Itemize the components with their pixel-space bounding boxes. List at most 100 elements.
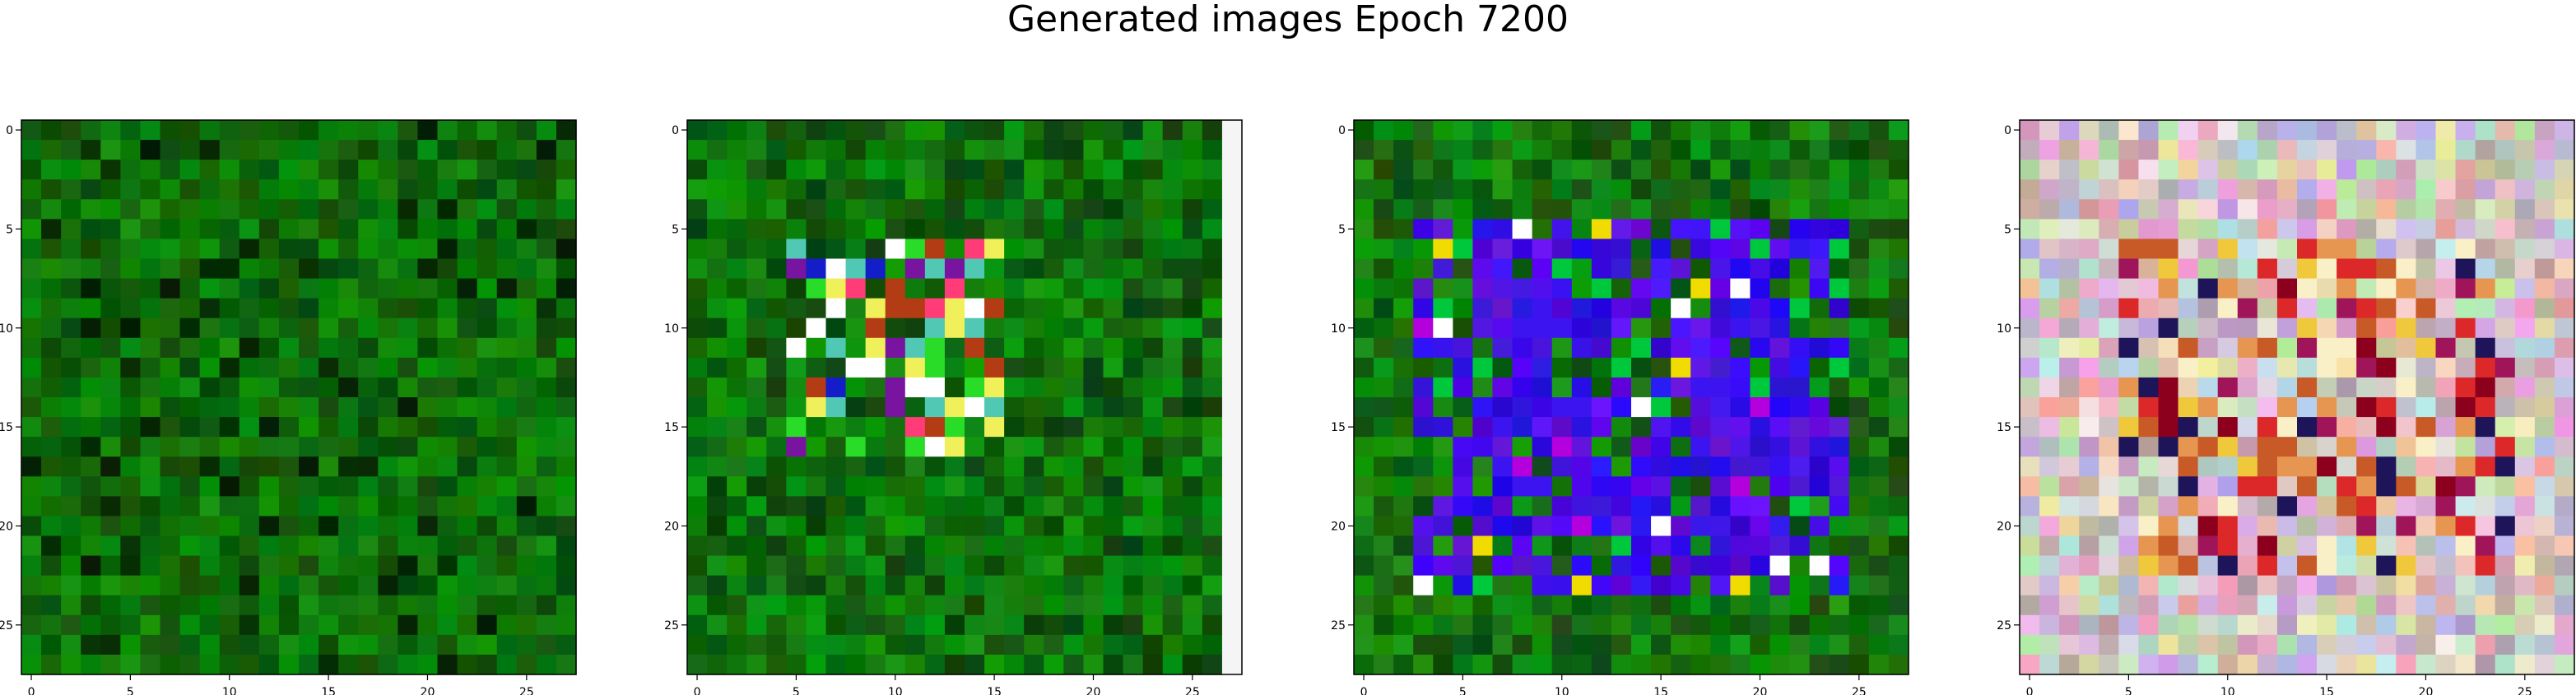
pixel-cell (61, 140, 81, 160)
pixel-cell (516, 397, 537, 418)
pixel-cell (2554, 595, 2575, 616)
pixel-cell (120, 278, 142, 299)
pixel-cell (457, 397, 478, 418)
pixel-cell (2435, 476, 2457, 497)
pixel-cell (41, 278, 62, 299)
pixel-cell (437, 199, 458, 220)
pixel-cell (2514, 219, 2536, 240)
pixel-cell (477, 239, 498, 260)
pixel-cell (865, 199, 886, 220)
pixel-cell (378, 417, 398, 438)
pixel-cell (81, 337, 101, 359)
pixel-cell (2118, 258, 2140, 280)
pixel-cell (81, 417, 101, 438)
pixel-cell (2495, 614, 2516, 636)
pixel-cell (358, 239, 379, 260)
x-tick-label: 15 (2319, 686, 2334, 695)
pixel-cell (1123, 219, 1144, 240)
pixel-cell (299, 575, 319, 596)
pixel-cell (2416, 575, 2437, 596)
pixel-cell (160, 516, 181, 537)
pixel-cell (2376, 397, 2397, 418)
pixel-cell (41, 140, 62, 160)
pixel-cell (258, 614, 280, 636)
pixel-cell (2020, 160, 2040, 180)
pixel-cell (21, 258, 42, 280)
pixel-cell (2158, 516, 2179, 537)
pixel-cell (2455, 555, 2476, 577)
pixel-cell (2455, 377, 2476, 398)
pixel-cell (120, 614, 142, 636)
pixel-cell (2534, 476, 2555, 497)
pixel-cell (239, 535, 260, 557)
pixel-cell (2257, 219, 2278, 240)
pixel-cell (1123, 179, 1144, 200)
pixel-cell (378, 654, 398, 675)
pixel-cell (2099, 199, 2119, 220)
pixel-cell (477, 654, 498, 675)
pixel-cell (2158, 417, 2179, 438)
pixel-cell (825, 239, 847, 260)
pixel-cell (2059, 337, 2080, 359)
pixel-cell (378, 258, 398, 280)
pixel-cell (398, 337, 419, 359)
pixel-cell (457, 120, 478, 141)
pixel-cell (806, 199, 827, 220)
pixel-cell (2020, 120, 2040, 141)
pixel-cell (556, 199, 577, 220)
pixel-cell (2039, 140, 2060, 160)
pixel-cell (41, 575, 62, 596)
pixel-cell (2534, 535, 2555, 557)
pixel-cell (199, 120, 221, 141)
pixel-cell (398, 120, 419, 141)
pixel-cell (2237, 337, 2258, 359)
pixel-cell (2297, 476, 2318, 497)
pixel-cell (885, 219, 906, 240)
pixel-cell (61, 437, 81, 457)
pixel-cell (199, 298, 221, 319)
pixel-cell (2337, 437, 2357, 457)
pixel-cell (2534, 575, 2555, 596)
pixel-cell (278, 634, 300, 656)
pixel-cell (417, 317, 439, 339)
pixel-cell (258, 120, 280, 141)
pixel-cell (61, 179, 81, 200)
pixel-cell (2435, 317, 2457, 339)
pixel-cell (496, 456, 518, 477)
pixel-cell (278, 219, 300, 240)
pixel-cell (21, 614, 42, 636)
pixel-cell (2039, 456, 2060, 477)
pixel-cell (2197, 654, 2219, 675)
pixel-cell (338, 555, 359, 577)
pixel-cell (2039, 575, 2060, 596)
pixel-cell (2514, 337, 2536, 359)
pixel-cell (2356, 614, 2377, 636)
pixel-cell (2376, 555, 2397, 577)
pixel-cell (2138, 199, 2160, 220)
pixel-cell (120, 377, 142, 398)
pixel-cell (1221, 179, 1243, 200)
pixel-cell (2118, 614, 2140, 636)
pixel-cell (2416, 654, 2437, 675)
pixel-cell (1044, 219, 1064, 240)
pixel-cell (1063, 219, 1085, 240)
pixel-cell (100, 120, 121, 141)
pixel-cell (199, 199, 221, 220)
pixel-cell (457, 476, 478, 497)
pixel-cell (378, 377, 398, 398)
pixel-cell (2534, 179, 2555, 200)
pixel-cell (2396, 258, 2417, 280)
pixel-cell (258, 219, 280, 240)
pixel-cell (477, 555, 498, 577)
pixel-cell (2416, 219, 2437, 240)
pixel-cell (2099, 535, 2119, 557)
pixel-cell (2337, 575, 2357, 596)
pixel-cell (2337, 219, 2357, 240)
pixel-cell (2416, 437, 2437, 457)
pixel-cell (2495, 357, 2516, 378)
pixel-cell (2158, 634, 2179, 656)
pixel-cell (457, 278, 478, 299)
pixel-cell (2237, 634, 2258, 656)
pixel-cell (2475, 298, 2496, 319)
pixel-cell (437, 516, 458, 537)
